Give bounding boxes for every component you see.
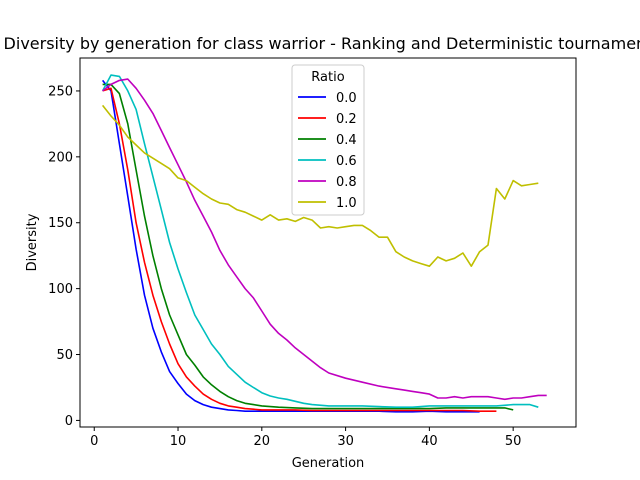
- y-axis: 0 50 100 150 200 250: [48, 84, 80, 429]
- series-line-1.0: [101, 104, 539, 268]
- y-tick-label: 0: [65, 414, 73, 429]
- y-tick-label: 250: [48, 84, 73, 99]
- legend: Ratio 0.0 0.2 0.4 0.6 0.8 1.0: [291, 64, 365, 216]
- series-line-0.2: [102, 87, 497, 413]
- y-tick-label: 50: [56, 348, 73, 363]
- y-tick-label: 200: [48, 150, 73, 165]
- legend-box: [291, 64, 365, 216]
- y-tick-label: 100: [48, 282, 73, 297]
- legend-label: 0.4: [336, 133, 357, 148]
- x-tick-label: 50: [505, 434, 522, 449]
- series-layer: [101, 74, 547, 413]
- series-line-0.4: [102, 83, 514, 411]
- plot-frame: [79, 57, 577, 428]
- x-tick-label: 40: [421, 434, 438, 449]
- legend-label: 0.6: [336, 154, 357, 169]
- series-line-0.8: [102, 78, 547, 401]
- series-line-0.0: [101, 79, 480, 413]
- legend-label: 0.8: [336, 175, 357, 190]
- y-axis-label: Diversity: [25, 213, 40, 271]
- chart-title: Diversity by generation for class warrio…: [4, 34, 640, 53]
- legend-label: 1.0: [336, 196, 357, 211]
- legend-label: 0.0: [336, 91, 357, 106]
- series-line-0.6: [101, 74, 539, 409]
- x-axis-label: Generation: [292, 456, 365, 471]
- legend-label: 0.2: [336, 112, 357, 127]
- legend-title: Ratio: [311, 70, 344, 85]
- x-tick-label: 20: [254, 434, 271, 449]
- x-tick-label: 10: [170, 434, 187, 449]
- x-axis: 0 10 20 30 40 50: [90, 427, 521, 449]
- legend-items: 0.0 0.2 0.4 0.6 0.8 1.0: [298, 91, 357, 211]
- y-tick-label: 150: [48, 216, 73, 231]
- x-tick-label: 30: [337, 434, 354, 449]
- x-tick-label: 0: [90, 434, 98, 449]
